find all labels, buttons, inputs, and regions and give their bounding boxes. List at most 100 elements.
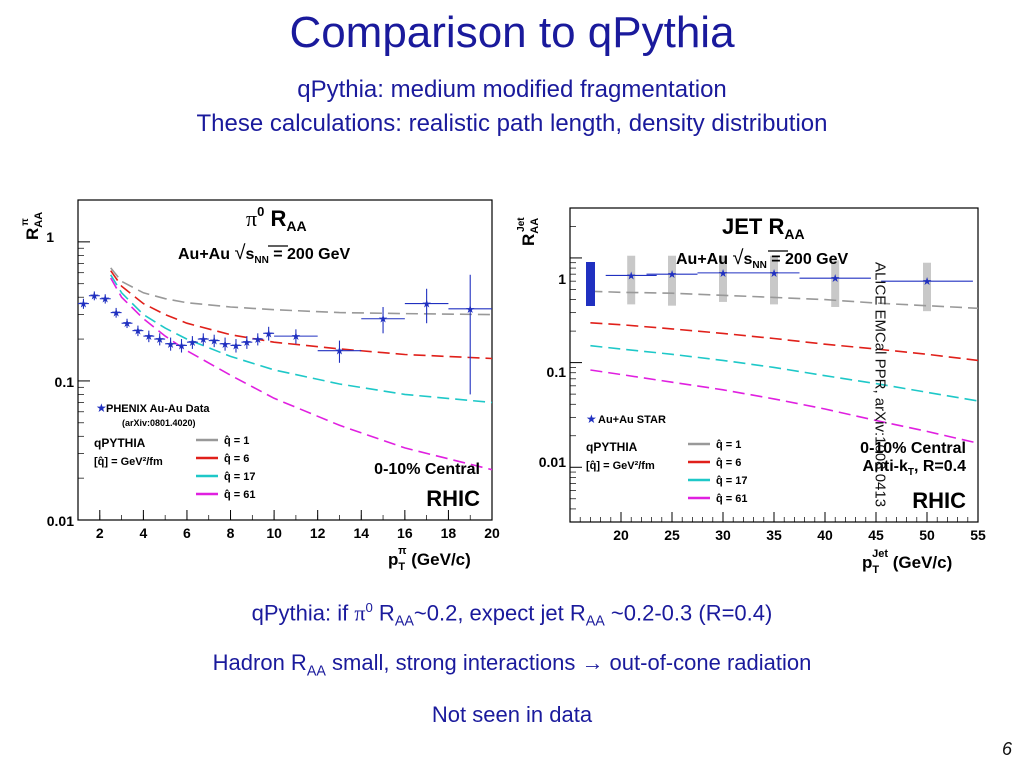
sys-box xyxy=(923,262,931,312)
x-tick-label: 20 xyxy=(613,527,629,543)
data-point: ★ xyxy=(830,273,840,285)
chart1-centrality: 0-10% Central xyxy=(374,461,480,478)
chart2-systematic-boxes xyxy=(627,255,931,312)
legend-label: q̂ = 1 xyxy=(224,435,249,447)
chart1-model-curves xyxy=(110,267,493,471)
side-reference: ALICE EMCal PPR, arXiv:1008.0413 xyxy=(871,261,889,508)
x-tick-label: 30 xyxy=(715,527,731,543)
chart2-legend-units: [q̂] = GeV²/fm xyxy=(586,460,655,472)
chart2-ytick-1: 1 xyxy=(558,271,566,287)
model-curve xyxy=(110,270,493,360)
chart2-xlabel: pTJet (GeV/c) xyxy=(862,548,952,576)
legend-label: q̂ = 17 xyxy=(716,475,748,487)
data-point: ★ xyxy=(922,276,932,288)
chart2-legend-model: qPYTHIA xyxy=(586,440,638,454)
x-tick-label: 8 xyxy=(227,525,235,541)
legend-label: q̂ = 61 xyxy=(716,493,748,505)
data-point: ★ xyxy=(89,291,99,303)
x-tick-label: 4 xyxy=(139,525,147,541)
sys-box xyxy=(668,255,676,306)
data-point: ★ xyxy=(122,318,132,330)
chart1-legend: q̂ = 1 q̂ = 6 q̂ = 17 q̂ = 61 xyxy=(196,435,256,501)
x-tick-label: 10 xyxy=(266,525,282,541)
chart2-star-icon: ★ xyxy=(586,412,597,426)
subtitle-2: These calculations: realistic path lengt… xyxy=(196,110,828,137)
legend-label: q̂ = 6 xyxy=(716,457,741,469)
data-point: ★ xyxy=(166,339,176,351)
chart1-energy: Au+Au √sNN = 200 GeV xyxy=(178,242,351,266)
data-point: ★ xyxy=(220,339,230,351)
chart1-ytick-01: 0.1 xyxy=(55,374,75,390)
chart2-model-curves xyxy=(590,290,979,444)
chart2-algorithm: Anti-kT, R=0.4 xyxy=(863,458,967,478)
chart2-centrality: 0-10% Central xyxy=(860,440,966,457)
sys-box xyxy=(627,255,636,305)
x-tick-label: 45 xyxy=(868,527,884,543)
x-tick-label: 16 xyxy=(397,525,413,541)
chart1-data-points: ★★ ★★★★ ★ ★ ★ ★ ★ ★ ★ ★ ★ ★ ★ ★ ★★★★ ★ xyxy=(78,274,492,395)
data-point: ★ xyxy=(335,346,345,358)
page-title: Comparison to qPythia xyxy=(289,8,735,57)
data-point: ★ xyxy=(133,326,143,338)
legend-label: q̂ = 61 xyxy=(224,489,256,501)
x-tick-label: 18 xyxy=(441,525,457,541)
data-point: ★ xyxy=(422,299,432,311)
data-point: ★ xyxy=(718,268,728,280)
x-tick-label: 55 xyxy=(970,527,986,543)
data-point: ★ xyxy=(144,331,154,343)
sys-box xyxy=(770,255,778,305)
model-curve xyxy=(110,267,493,316)
chart2-norm-box xyxy=(586,262,595,306)
legend-label: q̂ = 1 xyxy=(716,439,741,451)
model-curve xyxy=(590,322,979,362)
chart1-collider: RHIC xyxy=(426,486,480,511)
chart2-ytick-01: 0.1 xyxy=(547,364,567,380)
svg-text:RAAπ: RAAπ xyxy=(20,212,45,240)
chart1-title: π0 RAA xyxy=(246,204,307,234)
chart2-legend-data: Au+Au STAR xyxy=(598,414,666,426)
data-point: ★ xyxy=(253,334,263,346)
page-number: 6 xyxy=(1001,739,1012,759)
chart2-ticks: 20 25 30 35 40 45 50 55 xyxy=(569,207,986,543)
chart2-ylabel: RAAJet xyxy=(516,217,541,246)
subtitle-1: qPythia: medium modified fragmentation xyxy=(297,76,727,103)
chart1-ylabel: RAAπ xyxy=(20,212,45,240)
x-tick-label: 25 xyxy=(664,527,680,543)
data-point: ★ xyxy=(100,294,110,306)
sys-box xyxy=(719,255,727,302)
model-curve xyxy=(590,344,979,402)
chart1-legend-model: qPYTHIA xyxy=(94,436,146,450)
data-point: ★ xyxy=(79,299,89,311)
chart2-energy: Au+Au √sNN = 200 GeV xyxy=(676,247,849,271)
data-point: ★ xyxy=(378,314,388,326)
data-point: ★ xyxy=(667,269,677,281)
data-point: ★ xyxy=(187,337,197,349)
data-point: ★ xyxy=(198,334,208,346)
model-curve xyxy=(110,274,493,404)
x-tick-label: 40 xyxy=(817,527,833,543)
chart2-title: JET RAA xyxy=(722,214,805,242)
chart1-legend-data: PHENIX Au-Au Data xyxy=(106,403,210,415)
chart2-data-points: ★ ★ ★ ★ ★ ★ xyxy=(605,268,973,288)
chart2-collider: RHIC xyxy=(912,488,966,513)
x-tick-label: 50 xyxy=(919,527,935,543)
legend-label: q̂ = 6 xyxy=(224,453,249,465)
chart1-ytick-001: 0.01 xyxy=(47,513,74,529)
chart1-xlabel: pTπ (GeV/c) xyxy=(388,545,471,573)
data-point: ★ xyxy=(242,337,252,349)
data-point: ★ xyxy=(177,340,187,352)
x-tick-label: 12 xyxy=(310,525,326,541)
x-tick-label: 6 xyxy=(183,525,191,541)
chart2-legend: q̂ = 1 q̂ = 6 q̂ = 17 q̂ = 61 xyxy=(688,439,748,505)
chart1-ticks: 2 4 6 8 10 12 14 16 18 20 xyxy=(77,199,500,541)
model-curve xyxy=(590,290,979,310)
x-tick-label: 2 xyxy=(96,525,104,541)
data-point: ★ xyxy=(231,340,241,352)
svg-text:RAAJet: RAAJet xyxy=(516,217,541,246)
chart1-ytick-1: 1 xyxy=(46,229,54,245)
data-point: ★ xyxy=(291,331,301,343)
chart1-legend-units: [q̂] = GeV²/fm xyxy=(94,456,163,468)
data-point: ★ xyxy=(264,328,274,340)
